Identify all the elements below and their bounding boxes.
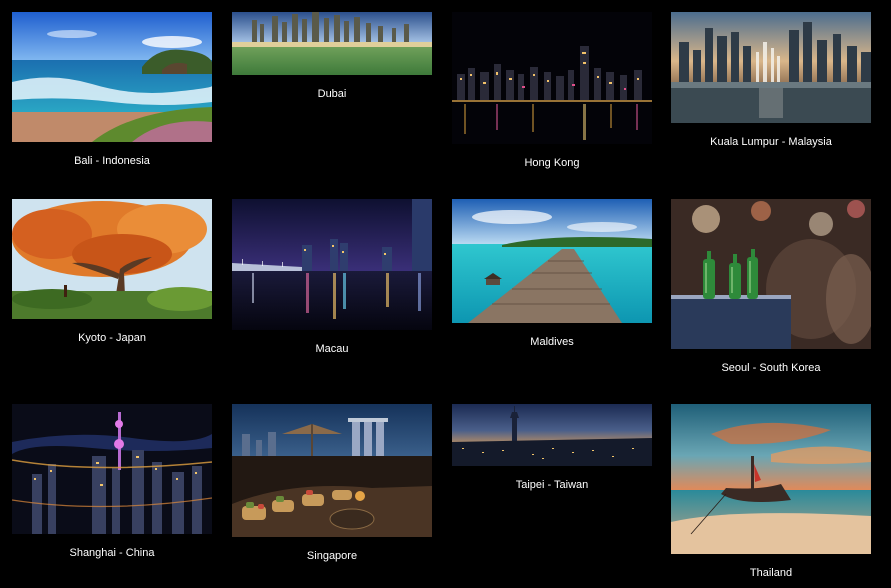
gallery-item-dubai[interactable]: Dubai (232, 12, 432, 101)
kuala-lumpur-caption: Kuala Lumpur - Malaysia (710, 136, 832, 148)
shanghai-photo[interactable] (12, 404, 212, 534)
gallery-item-thailand[interactable]: Thailand (671, 404, 871, 580)
gallery-item-shanghai[interactable]: Shanghai - China (12, 404, 212, 560)
maldives-caption: Maldives (530, 336, 574, 348)
hong-kong-photo[interactable] (452, 12, 652, 144)
taipei-caption: Taipei - Taiwan (515, 479, 589, 491)
gallery-item-maldives[interactable]: Maldives (452, 199, 652, 349)
seoul-photo[interactable] (671, 199, 871, 349)
dubai-photo[interactable] (232, 12, 432, 75)
seoul-caption: Seoul - South Korea (721, 362, 821, 374)
gallery-item-kuala-lumpur[interactable]: Kuala Lumpur - Malaysia (671, 12, 871, 149)
gallery-item-kyoto[interactable]: Kyoto - Japan (12, 199, 212, 345)
singapore-photo[interactable] (232, 404, 432, 537)
bali-photo[interactable] (12, 12, 212, 142)
shanghai-caption: Shanghai - China (69, 547, 155, 559)
taipei-photo[interactable] (452, 404, 652, 466)
singapore-caption: Singapore (306, 550, 358, 562)
thailand-photo[interactable] (671, 404, 871, 554)
thailand-caption: Thailand (749, 567, 793, 579)
kuala-lumpur-photo[interactable] (671, 12, 871, 123)
gallery-item-bali[interactable]: Bali - Indonesia (12, 12, 212, 168)
kyoto-caption: Kyoto - Japan (78, 332, 146, 344)
macau-caption: Macau (315, 343, 349, 355)
dubai-caption: Dubai (317, 88, 347, 100)
gallery-item-hong-kong[interactable]: Hong Kong (452, 12, 652, 170)
bali-caption: Bali - Indonesia (74, 155, 150, 167)
gallery-item-macau[interactable]: Macau (232, 199, 432, 356)
macau-photo[interactable] (232, 199, 432, 330)
gallery-item-singapore[interactable]: Singapore (232, 404, 432, 563)
gallery-item-seoul[interactable]: Seoul - South Korea (671, 199, 871, 375)
maldives-photo[interactable] (452, 199, 652, 323)
gallery-item-taipei[interactable]: Taipei - Taiwan (452, 404, 652, 492)
hong-kong-caption: Hong Kong (524, 157, 580, 169)
kyoto-photo[interactable] (12, 199, 212, 319)
